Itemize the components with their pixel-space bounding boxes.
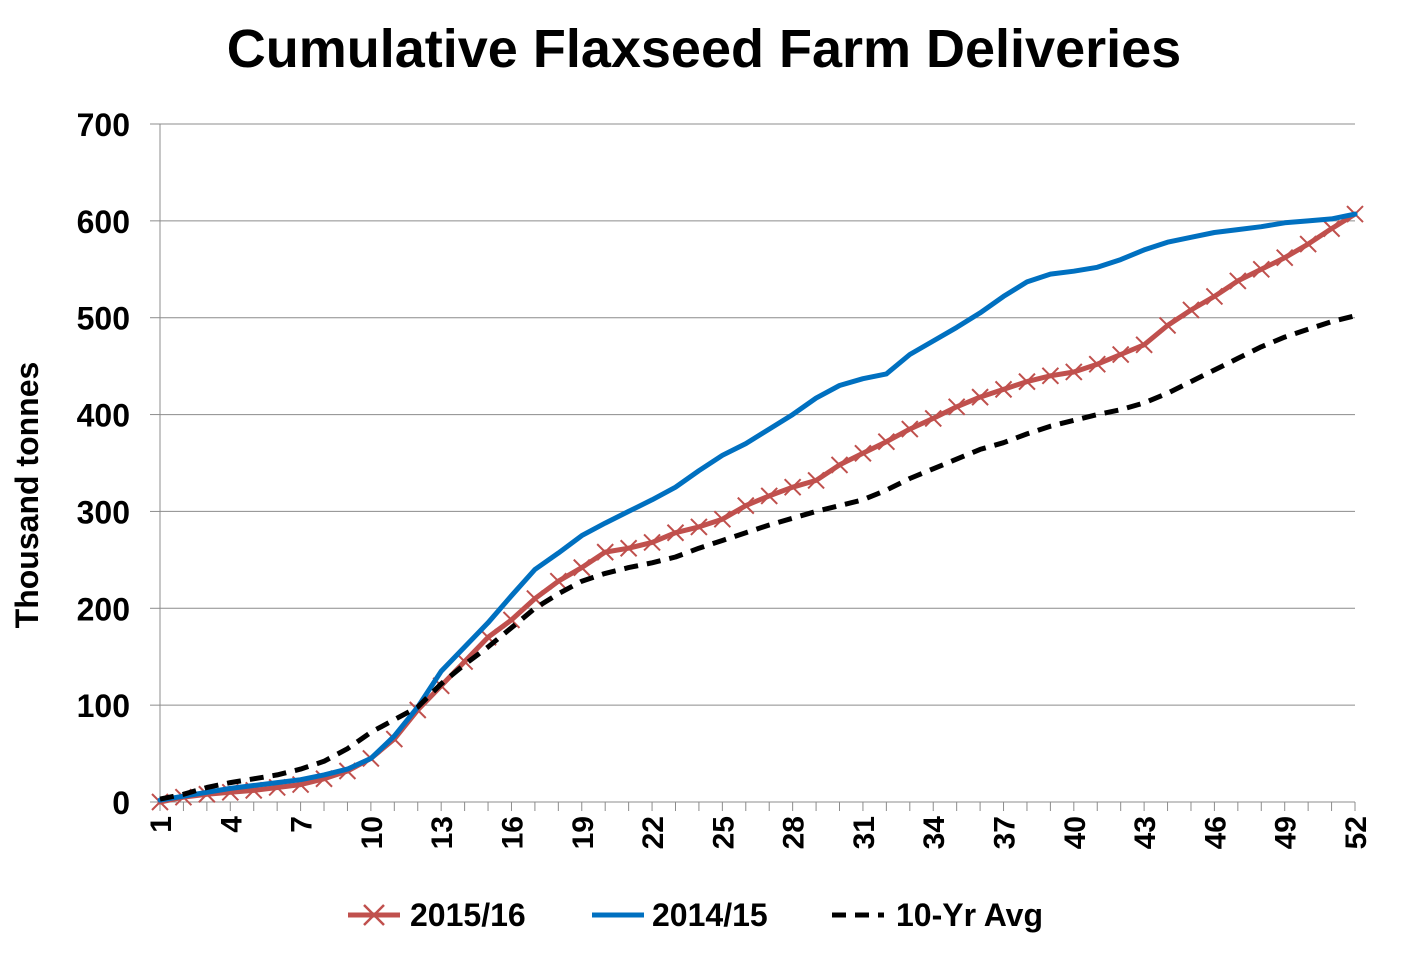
series-line xyxy=(159,313,1356,802)
data-point-marker xyxy=(502,611,521,629)
y-tick-label: 600 xyxy=(77,204,130,240)
data-point-marker xyxy=(1252,260,1270,278)
series-line xyxy=(157,211,1358,803)
x-tick-label: 52 xyxy=(1340,816,1373,849)
data-point-marker xyxy=(760,487,778,505)
x-tick-label: 1 xyxy=(145,816,178,833)
data-point-marker xyxy=(1182,301,1200,319)
x-tick-label: 19 xyxy=(567,816,600,849)
data-point-marker xyxy=(1299,235,1317,253)
legend-label: 10-Yr Avg xyxy=(896,897,1043,933)
data-point-marker xyxy=(619,539,638,557)
data-point-marker xyxy=(1088,355,1106,373)
x-tick-label: 34 xyxy=(918,816,951,850)
legend: 2015/16 2014/15 10-Yr Avg xyxy=(348,897,1043,933)
y-axis-tick-labels: 0 100 200 300 400 500 600 700 xyxy=(77,107,130,821)
data-point-marker xyxy=(1065,363,1083,381)
data-point-marker xyxy=(1111,345,1130,364)
data-point-marker xyxy=(1229,272,1247,290)
axes xyxy=(150,123,1356,811)
data-point-marker xyxy=(783,478,802,496)
x-tick-label: 25 xyxy=(707,816,740,849)
legend-marker xyxy=(363,904,385,926)
legend-item: 2014/15 xyxy=(592,897,768,933)
data-point-marker xyxy=(596,543,614,561)
x-tick-label: 13 xyxy=(426,816,459,849)
data-point-marker xyxy=(830,456,849,474)
data-point-marker xyxy=(1322,219,1341,238)
x-tick-label: 37 xyxy=(989,816,1022,849)
legend-item: 10-Yr Avg xyxy=(832,897,1043,933)
data-series xyxy=(151,205,1364,811)
x-axis-tick-labels: 1 4 7 10 13 16 19 22 25 28 31 34 37 40 43 46 49 52 xyxy=(145,816,1373,850)
y-tick-label: 400 xyxy=(77,398,130,434)
data-point-marker xyxy=(971,388,989,406)
data-point-marker xyxy=(713,510,732,528)
data-point-marker xyxy=(1135,336,1153,354)
x-tick-label: 22 xyxy=(637,816,670,849)
data-point-marker xyxy=(994,380,1013,399)
data-point-marker xyxy=(877,432,896,451)
x-tick-label: 31 xyxy=(848,816,881,849)
series-10-yr-avg xyxy=(159,313,1356,802)
x-tick-label: 7 xyxy=(286,816,319,833)
x-tick-label: 10 xyxy=(356,816,389,849)
y-tick-label: 100 xyxy=(77,688,130,724)
data-point-marker xyxy=(1041,367,1060,385)
y-tick-label: 300 xyxy=(77,494,130,530)
legend-label: 2014/15 xyxy=(652,897,768,933)
x-tick-label: 49 xyxy=(1270,816,1303,849)
x-tick-label: 4 xyxy=(215,816,248,833)
series-2015-16 xyxy=(151,205,1364,811)
data-point-marker xyxy=(666,524,685,542)
y-tick-label: 0 xyxy=(112,785,130,821)
data-point-marker xyxy=(807,471,825,490)
data-point-marker xyxy=(1018,372,1036,391)
data-point-marker xyxy=(947,398,966,416)
y-tick-label: 200 xyxy=(77,591,130,627)
legend-label: 2015/16 xyxy=(410,897,526,933)
data-point-marker xyxy=(573,558,591,577)
data-point-marker xyxy=(901,420,919,438)
gridlines xyxy=(160,123,1355,706)
y-axis-label: Thousand tonnes xyxy=(9,362,45,629)
x-tick-label: 40 xyxy=(1059,816,1092,849)
legend-item: 2015/16 xyxy=(348,897,526,933)
x-tick-label: 43 xyxy=(1129,816,1162,849)
y-tick-label: 500 xyxy=(77,301,130,337)
x-tick-label: 46 xyxy=(1199,816,1232,849)
x-tick-label: 28 xyxy=(778,816,811,849)
series-line xyxy=(157,211,1358,805)
data-point-marker xyxy=(924,409,942,428)
data-point-marker xyxy=(1205,287,1224,306)
chart-title: Cumulative Flaxseed Farm Deliveries xyxy=(226,19,1182,79)
y-tick-label: 700 xyxy=(77,107,130,143)
data-point-marker xyxy=(549,572,568,590)
x-tick-label: 16 xyxy=(496,816,529,849)
data-point-marker xyxy=(737,496,755,515)
data-point-marker xyxy=(1276,248,1294,267)
data-point-marker xyxy=(1158,316,1177,335)
data-point-marker xyxy=(854,444,872,463)
data-point-marker xyxy=(643,533,661,552)
series-2014-15 xyxy=(157,211,1358,803)
data-point-marker xyxy=(690,518,708,536)
